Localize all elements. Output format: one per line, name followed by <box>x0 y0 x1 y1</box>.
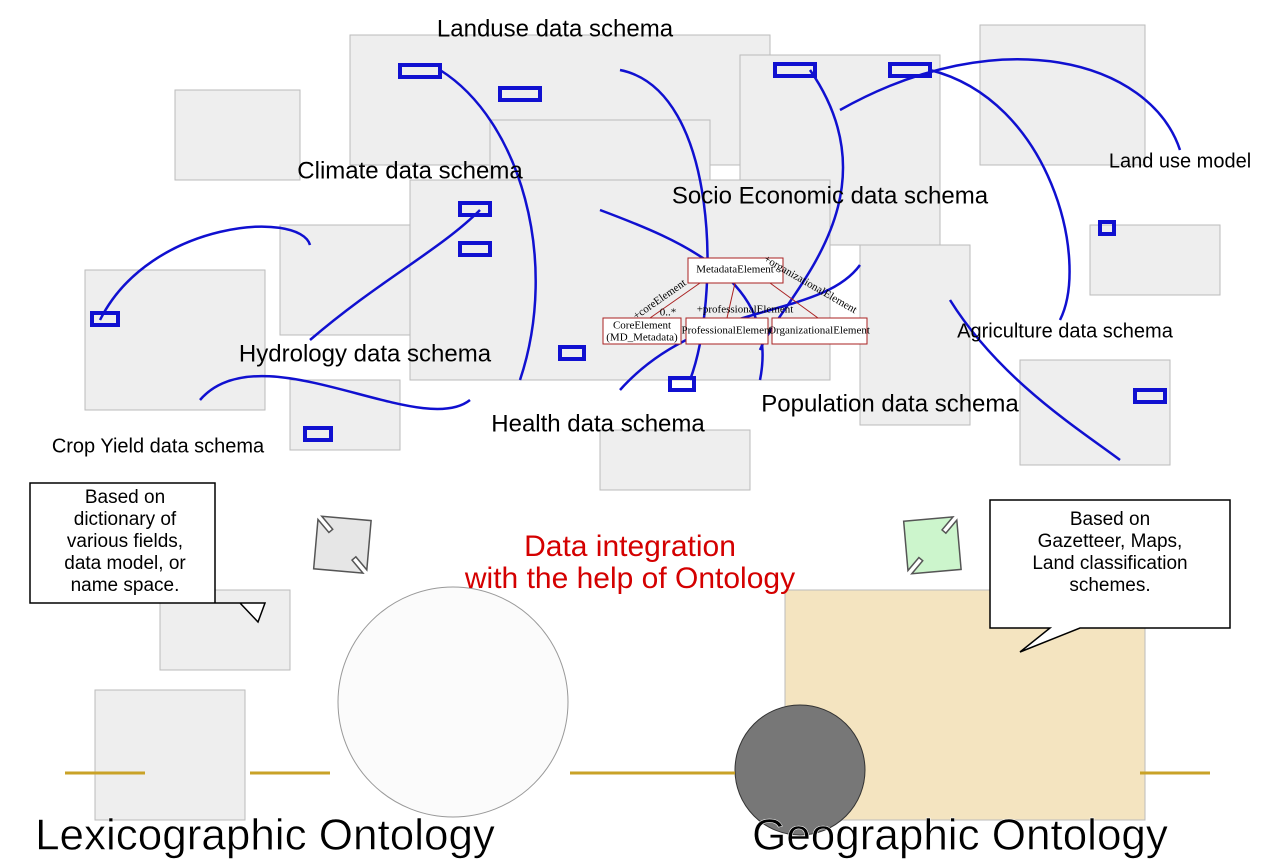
schema-label: Health data schema <box>491 410 705 437</box>
schema-label: Crop Yield data schema <box>52 435 265 457</box>
uml-label: +professionalElement <box>697 304 794 316</box>
callout-line: various fields, <box>67 531 183 552</box>
uml-label: CoreElement <box>613 320 671 332</box>
callout-line: Gazetteer, Maps, <box>1038 531 1183 552</box>
ontology-label: Lexicographic Ontology <box>35 811 495 860</box>
schema-label: Agriculture data schema <box>957 320 1174 342</box>
callout-line: Based on <box>1070 509 1150 530</box>
callout-line: dictionary of <box>74 509 177 530</box>
callout-line: Based on <box>85 487 165 508</box>
uml-label: 0..* <box>660 307 677 319</box>
schema-label: Socio Economic data schema <box>672 182 989 209</box>
uml-label: ProfessionalElement <box>681 325 772 337</box>
center-line: with the help of Ontology <box>464 562 795 595</box>
uml-label: OrganizationalElement <box>768 325 870 337</box>
slide: MetadataElement CoreElement (MD_Metadata… <box>0 0 1267 868</box>
schema-label: Climate data schema <box>297 157 523 184</box>
callout-line: data model, or <box>64 553 186 574</box>
center-line: Data integration <box>524 530 736 563</box>
schema-label: Hydrology data schema <box>239 340 492 367</box>
uml-label: (MD_Metadata) <box>606 332 678 344</box>
schema-label: Land use model <box>1109 150 1251 172</box>
schema-label: Population data schema <box>761 390 1019 417</box>
callout-line: name space. <box>71 575 180 596</box>
callout-line: schemes. <box>1069 575 1150 596</box>
callout-line: Land classification <box>1032 553 1187 574</box>
uml-label: MetadataElement <box>696 264 774 276</box>
schema-label: Landuse data schema <box>437 15 674 42</box>
ontology-label: Geographic Ontology <box>752 811 1168 860</box>
